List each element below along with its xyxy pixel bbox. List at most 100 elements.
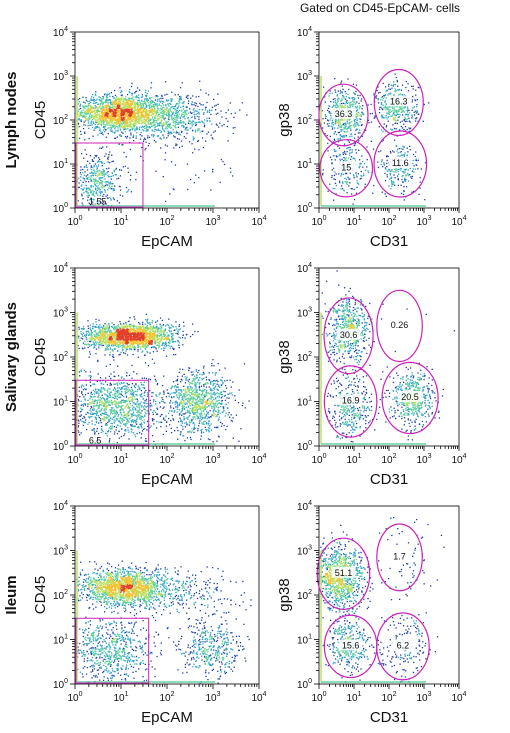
event-dot bbox=[148, 110, 150, 112]
event-dot bbox=[388, 178, 391, 180]
event-dot bbox=[157, 118, 159, 120]
event-dot bbox=[125, 186, 128, 189]
event-dot bbox=[141, 126, 143, 129]
event-dot bbox=[415, 89, 417, 91]
event-dot bbox=[131, 107, 134, 109]
event-dot bbox=[215, 113, 217, 115]
event-dot bbox=[369, 113, 371, 115]
event-dot bbox=[89, 111, 91, 113]
event-dot bbox=[197, 130, 199, 132]
event-dot bbox=[88, 178, 90, 180]
event-dot bbox=[413, 171, 415, 173]
event-dot bbox=[107, 110, 109, 113]
event-dot bbox=[110, 183, 112, 185]
event-dot bbox=[173, 147, 175, 149]
event-dot bbox=[110, 118, 112, 120]
x-tick-label: 103 bbox=[205, 215, 220, 228]
x-tick-label: 104 bbox=[451, 215, 466, 228]
event-dot bbox=[383, 162, 385, 164]
event-dot bbox=[356, 176, 358, 178]
event-dot bbox=[134, 112, 137, 114]
event-dot bbox=[144, 116, 147, 119]
event-dot bbox=[77, 99, 79, 101]
event-dot bbox=[348, 126, 351, 128]
event-dot bbox=[241, 102, 243, 104]
event-dot bbox=[327, 150, 329, 152]
event-dot bbox=[407, 169, 409, 171]
event-dot bbox=[110, 128, 113, 130]
event-dot bbox=[120, 107, 122, 109]
event-dot bbox=[147, 352, 149, 354]
event-dot bbox=[358, 124, 360, 127]
event-dot bbox=[105, 195, 107, 197]
event-dot bbox=[99, 119, 102, 122]
event-dot bbox=[339, 153, 341, 156]
event-dot bbox=[104, 125, 106, 127]
event-dot bbox=[84, 347, 86, 349]
event-dot bbox=[127, 190, 129, 192]
event-dot bbox=[104, 173, 106, 175]
event-dot bbox=[150, 107, 152, 109]
event-dot bbox=[90, 104, 92, 106]
event-dot bbox=[399, 108, 402, 110]
event-dot bbox=[174, 136, 176, 138]
event-dot bbox=[114, 122, 116, 124]
event-dot bbox=[139, 134, 141, 136]
event-dot bbox=[104, 185, 107, 187]
event-dot bbox=[113, 169, 115, 171]
event-dot bbox=[391, 129, 393, 131]
event-dot bbox=[125, 114, 127, 116]
event-dot bbox=[91, 124, 93, 126]
event-dot bbox=[329, 119, 331, 121]
event-dot bbox=[182, 102, 184, 104]
event-dot bbox=[87, 125, 89, 127]
event-dot bbox=[176, 103, 178, 105]
event-dot bbox=[413, 106, 415, 108]
event-dot bbox=[163, 122, 165, 124]
event-dot bbox=[332, 121, 334, 124]
event-dot bbox=[141, 94, 143, 96]
event-dot bbox=[205, 92, 207, 94]
event-dot bbox=[331, 169, 333, 171]
event-dot bbox=[87, 104, 90, 107]
event-dot bbox=[161, 123, 163, 125]
event-dot bbox=[131, 119, 133, 121]
event-dot bbox=[170, 131, 172, 133]
event-dot bbox=[179, 117, 182, 120]
event-dot bbox=[148, 104, 150, 106]
event-dot bbox=[410, 127, 412, 129]
event-dot bbox=[388, 185, 390, 187]
event-dot bbox=[101, 184, 103, 186]
event-dot bbox=[96, 189, 98, 192]
event-dot bbox=[114, 128, 116, 130]
event-dot bbox=[89, 155, 92, 157]
event-dot bbox=[86, 111, 88, 113]
event-dot bbox=[395, 168, 397, 170]
event-dot bbox=[122, 144, 124, 146]
event-dot bbox=[355, 125, 357, 128]
event-dot bbox=[340, 105, 342, 107]
event-dot bbox=[131, 127, 133, 129]
event-dot bbox=[355, 152, 358, 154]
event-dot bbox=[154, 108, 156, 110]
event-dot bbox=[187, 129, 189, 131]
event-dot bbox=[417, 159, 420, 161]
event-dot bbox=[203, 122, 205, 125]
event-dot bbox=[87, 107, 89, 110]
event-dot bbox=[122, 108, 124, 110]
event-dot bbox=[342, 153, 344, 156]
event-dot bbox=[80, 111, 82, 114]
event-dot bbox=[85, 115, 87, 117]
event-dot bbox=[96, 167, 98, 169]
event-dot bbox=[351, 149, 353, 151]
event-dot bbox=[123, 97, 125, 100]
event-dot bbox=[382, 116, 384, 119]
event-dot bbox=[109, 162, 111, 164]
event-dot bbox=[386, 108, 388, 110]
event-dot bbox=[333, 178, 335, 180]
event-dot bbox=[387, 113, 389, 115]
event-dot bbox=[90, 192, 92, 194]
event-dot bbox=[386, 118, 388, 120]
event-dot bbox=[400, 184, 402, 186]
event-dot bbox=[182, 121, 185, 123]
